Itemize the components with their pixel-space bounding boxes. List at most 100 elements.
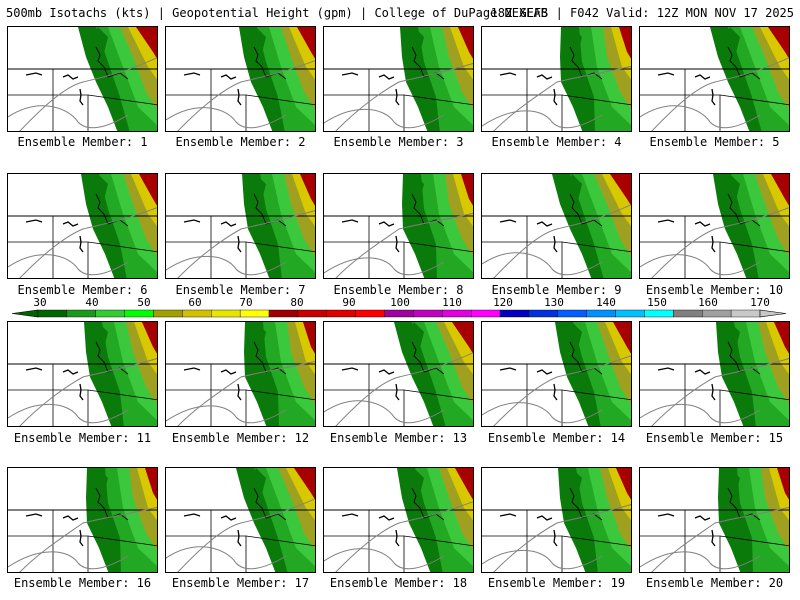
height-contour-1 xyxy=(640,105,761,129)
ensemble-panel-8 xyxy=(323,173,474,279)
ensemble-panel-12 xyxy=(165,321,316,427)
bay-feature xyxy=(79,235,84,253)
coastline-feature xyxy=(183,72,201,76)
bay-feature xyxy=(553,235,558,253)
island-feature xyxy=(378,369,395,375)
ensemble-member-label-12: Ensemble Member: 12 xyxy=(171,431,310,445)
coastline-east xyxy=(411,193,445,227)
ensemble-member-label-18: Ensemble Member: 18 xyxy=(329,576,468,590)
isotach-80-band xyxy=(300,174,315,206)
isotach-80-band xyxy=(616,468,631,500)
state-border-east xyxy=(719,94,789,106)
island-feature xyxy=(536,74,553,80)
ensemble-member-label-10: Ensemble Member: 10 xyxy=(645,283,784,297)
coastline-feature xyxy=(657,513,675,517)
isotach-80-band xyxy=(145,468,157,500)
ensemble-panel-18 xyxy=(323,467,474,573)
isotach-80-band xyxy=(768,27,789,59)
coastline-east xyxy=(411,341,445,375)
state-borders xyxy=(324,94,405,131)
colorbar-segment xyxy=(557,309,587,318)
colorbar-segment xyxy=(268,309,299,318)
isotach-80-band xyxy=(774,322,789,354)
state-borders xyxy=(8,389,89,426)
colorbar-segment xyxy=(471,309,501,318)
isotach-80-band xyxy=(303,322,315,354)
state-border-east xyxy=(403,535,473,547)
state-border-east xyxy=(403,389,473,401)
colorbar-segment xyxy=(413,309,443,318)
ensemble-panel-4 xyxy=(481,26,632,132)
isotach-coastal-band xyxy=(562,27,582,67)
ensemble-panel-9 xyxy=(481,173,632,279)
ensemble-member-label-20: Ensemble Member: 20 xyxy=(645,576,784,590)
coastline-feature xyxy=(657,72,675,76)
colorbar-segment xyxy=(124,309,154,318)
height-contour-1 xyxy=(166,405,287,424)
ensemble-member-label-5: Ensemble Member: 5 xyxy=(649,135,780,149)
isotach-80-band xyxy=(613,322,631,354)
height-contour-2 xyxy=(493,204,631,278)
colorbar-segment xyxy=(730,309,761,318)
ensemble-panel-13 xyxy=(323,321,474,427)
height-contour-1 xyxy=(482,110,603,129)
state-borders xyxy=(8,535,89,572)
height-contour-2 xyxy=(651,358,789,426)
coastline-feature xyxy=(341,219,359,223)
island-feature xyxy=(536,369,553,375)
colorbar-segment xyxy=(355,309,385,318)
height-contour-2 xyxy=(651,207,789,278)
island-feature xyxy=(378,515,395,521)
ensemble-panel-19 xyxy=(481,467,632,573)
ensemble-member-label-7: Ensemble Member: 7 xyxy=(175,283,306,297)
island-feature xyxy=(694,515,711,521)
height-contour-1 xyxy=(482,549,603,570)
wind-speed-colorbar: 30 40 50 60 70 80 90 100 110 120 130 140 150 160 170 xyxy=(0,296,800,318)
isotach-80-band xyxy=(455,468,473,500)
ensemble-panel-11 xyxy=(7,321,158,427)
colorbar-segment xyxy=(95,309,125,318)
ensemble-member-label-14: Ensemble Member: 14 xyxy=(487,431,626,445)
coastline-east xyxy=(253,341,287,375)
ensemble-member-label-6: Ensemble Member: 6 xyxy=(17,283,148,297)
bay-feature xyxy=(79,383,84,401)
coastline-feature xyxy=(341,367,359,371)
panel-map xyxy=(166,322,315,426)
ensemble-member-label-15: Ensemble Member: 15 xyxy=(645,431,784,445)
height-contour-1 xyxy=(8,403,129,424)
coastline-feature xyxy=(499,72,517,76)
ensemble-panel-3 xyxy=(323,26,474,132)
island-feature xyxy=(220,515,237,521)
state-borders xyxy=(640,94,721,131)
height-contour-2 xyxy=(493,65,631,131)
panel-map xyxy=(166,174,315,278)
height-contour-1 xyxy=(8,254,129,276)
ensemble-panel-7 xyxy=(165,173,316,279)
isotach-coastal-band xyxy=(404,468,424,508)
height-contour-1 xyxy=(8,551,129,570)
height-contour-1 xyxy=(166,255,287,276)
coastline-feature xyxy=(183,367,201,371)
state-borders xyxy=(482,241,563,278)
isotach-coastal-band xyxy=(246,174,266,214)
isotach-coastal-band xyxy=(720,468,740,508)
height-contour-2 xyxy=(177,60,315,131)
ensemble-member-label-19: Ensemble Member: 19 xyxy=(487,576,626,590)
bay-feature xyxy=(395,383,400,401)
colorbar-high-arrow xyxy=(759,309,787,318)
isotach-coastal-band xyxy=(720,174,740,214)
panel-map xyxy=(640,322,789,426)
height-contour-1 xyxy=(8,105,129,129)
isotach-coastal-band xyxy=(88,322,108,362)
state-border-east xyxy=(245,535,315,547)
island-feature xyxy=(378,221,395,227)
height-contour-2 xyxy=(335,63,473,131)
state-border-east xyxy=(87,535,157,547)
island-feature xyxy=(536,221,553,227)
bay-feature xyxy=(553,383,558,401)
state-borders xyxy=(8,94,89,131)
state-border-east xyxy=(87,94,157,106)
ensemble-member-label-3: Ensemble Member: 3 xyxy=(333,135,464,149)
ensemble-member-label-17: Ensemble Member: 17 xyxy=(171,576,310,590)
colorbar-segment xyxy=(153,309,183,318)
